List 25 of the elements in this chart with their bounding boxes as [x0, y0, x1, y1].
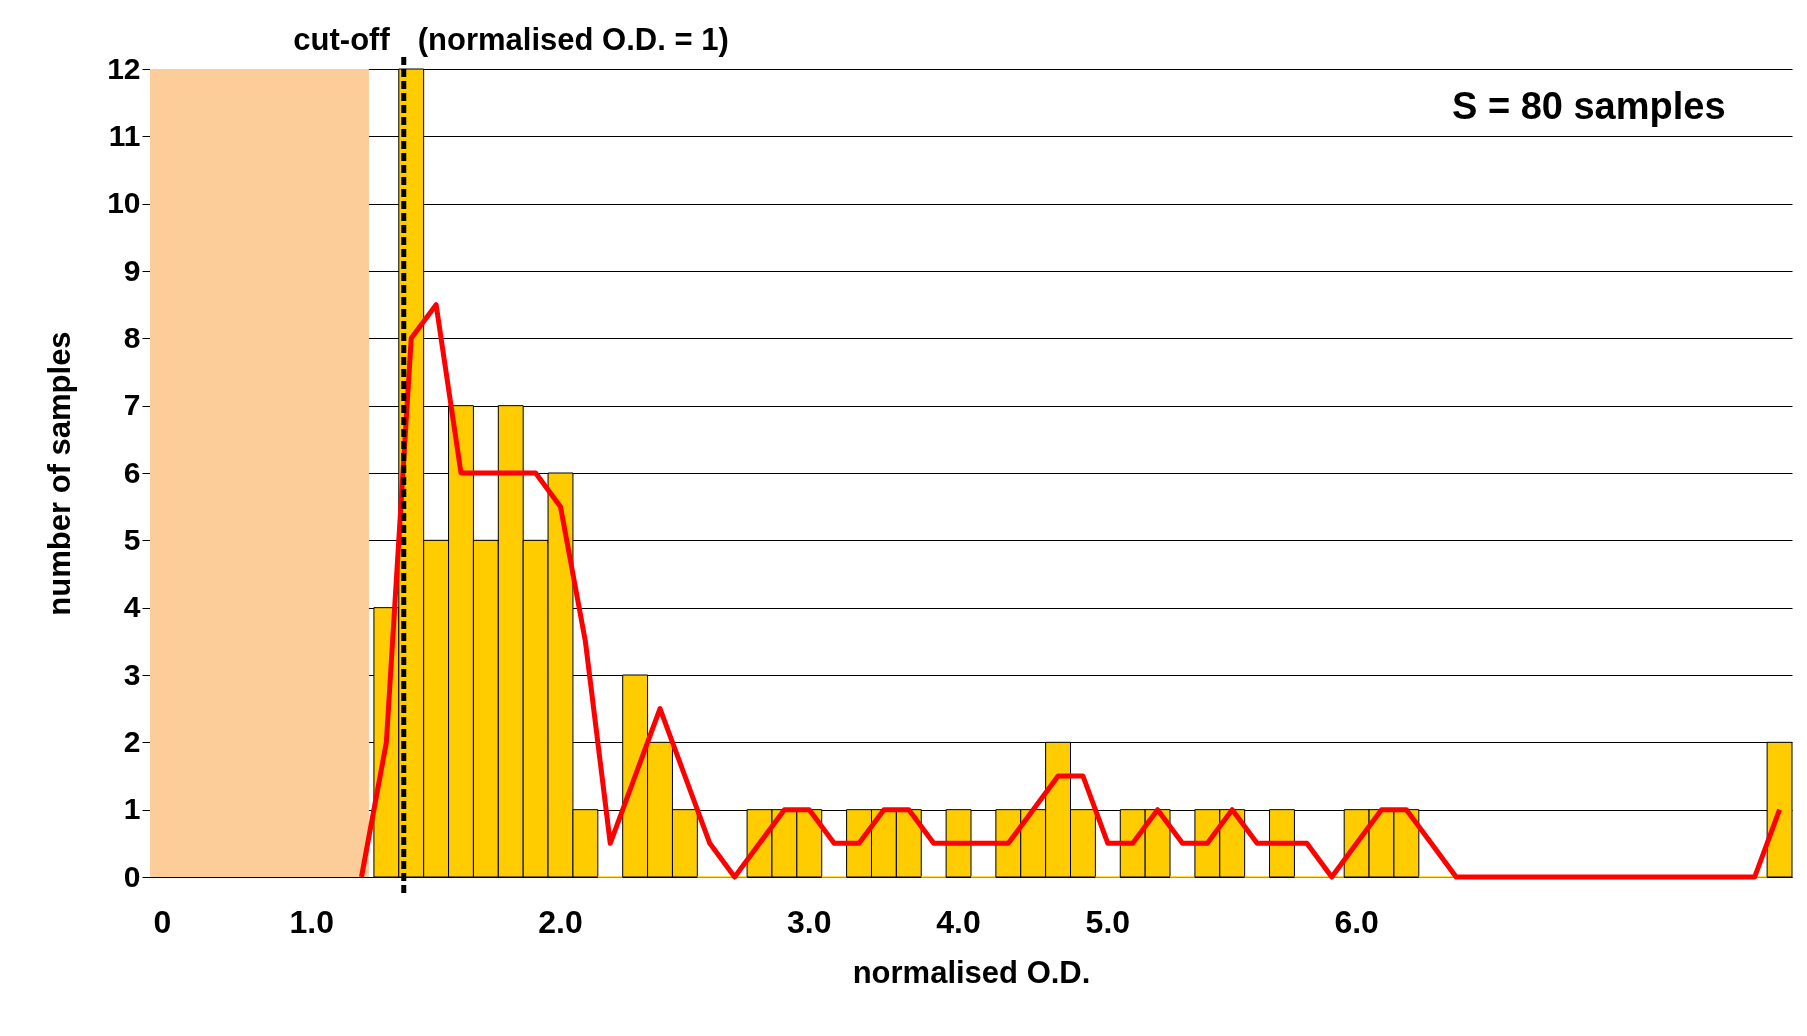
- x-tick-label: 2.0: [538, 903, 583, 940]
- annotation: S = 80 samples: [1452, 85, 1726, 127]
- y-tick-label: 8: [123, 320, 141, 354]
- y-tick-label: 4: [123, 590, 141, 624]
- y-tick-label: 1: [123, 792, 141, 826]
- y-tick-label: 11: [108, 118, 141, 152]
- y-tick-label: 10: [107, 186, 141, 220]
- y-tick-label: 12: [107, 51, 141, 85]
- y-tick-label: 7: [123, 388, 141, 422]
- y-tick-label: 3: [123, 657, 141, 691]
- y-tick-label: 5: [123, 522, 141, 556]
- y-tick-label: 0: [123, 859, 141, 893]
- text: (normalised O.D. = 1): [417, 22, 729, 57]
- y-tick-label: 6: [123, 455, 141, 489]
- y-tick-label: 9: [123, 253, 141, 287]
- x-tick-label: 3.0: [787, 903, 832, 940]
- text: cut-off: [293, 22, 391, 57]
- x-axis-title: normalised O.D.: [852, 954, 1091, 990]
- x-tick-label: 5.0: [1085, 903, 1131, 940]
- y-tick-label: 2: [123, 724, 141, 758]
- y-axis-title: number of samples: [42, 331, 78, 616]
- x-tick-label: 0: [153, 903, 172, 940]
- x-tick-label: 6.0: [1334, 903, 1379, 940]
- x-tick-label: 1.0: [289, 903, 334, 940]
- x-tick-label: 4.0: [936, 903, 981, 940]
